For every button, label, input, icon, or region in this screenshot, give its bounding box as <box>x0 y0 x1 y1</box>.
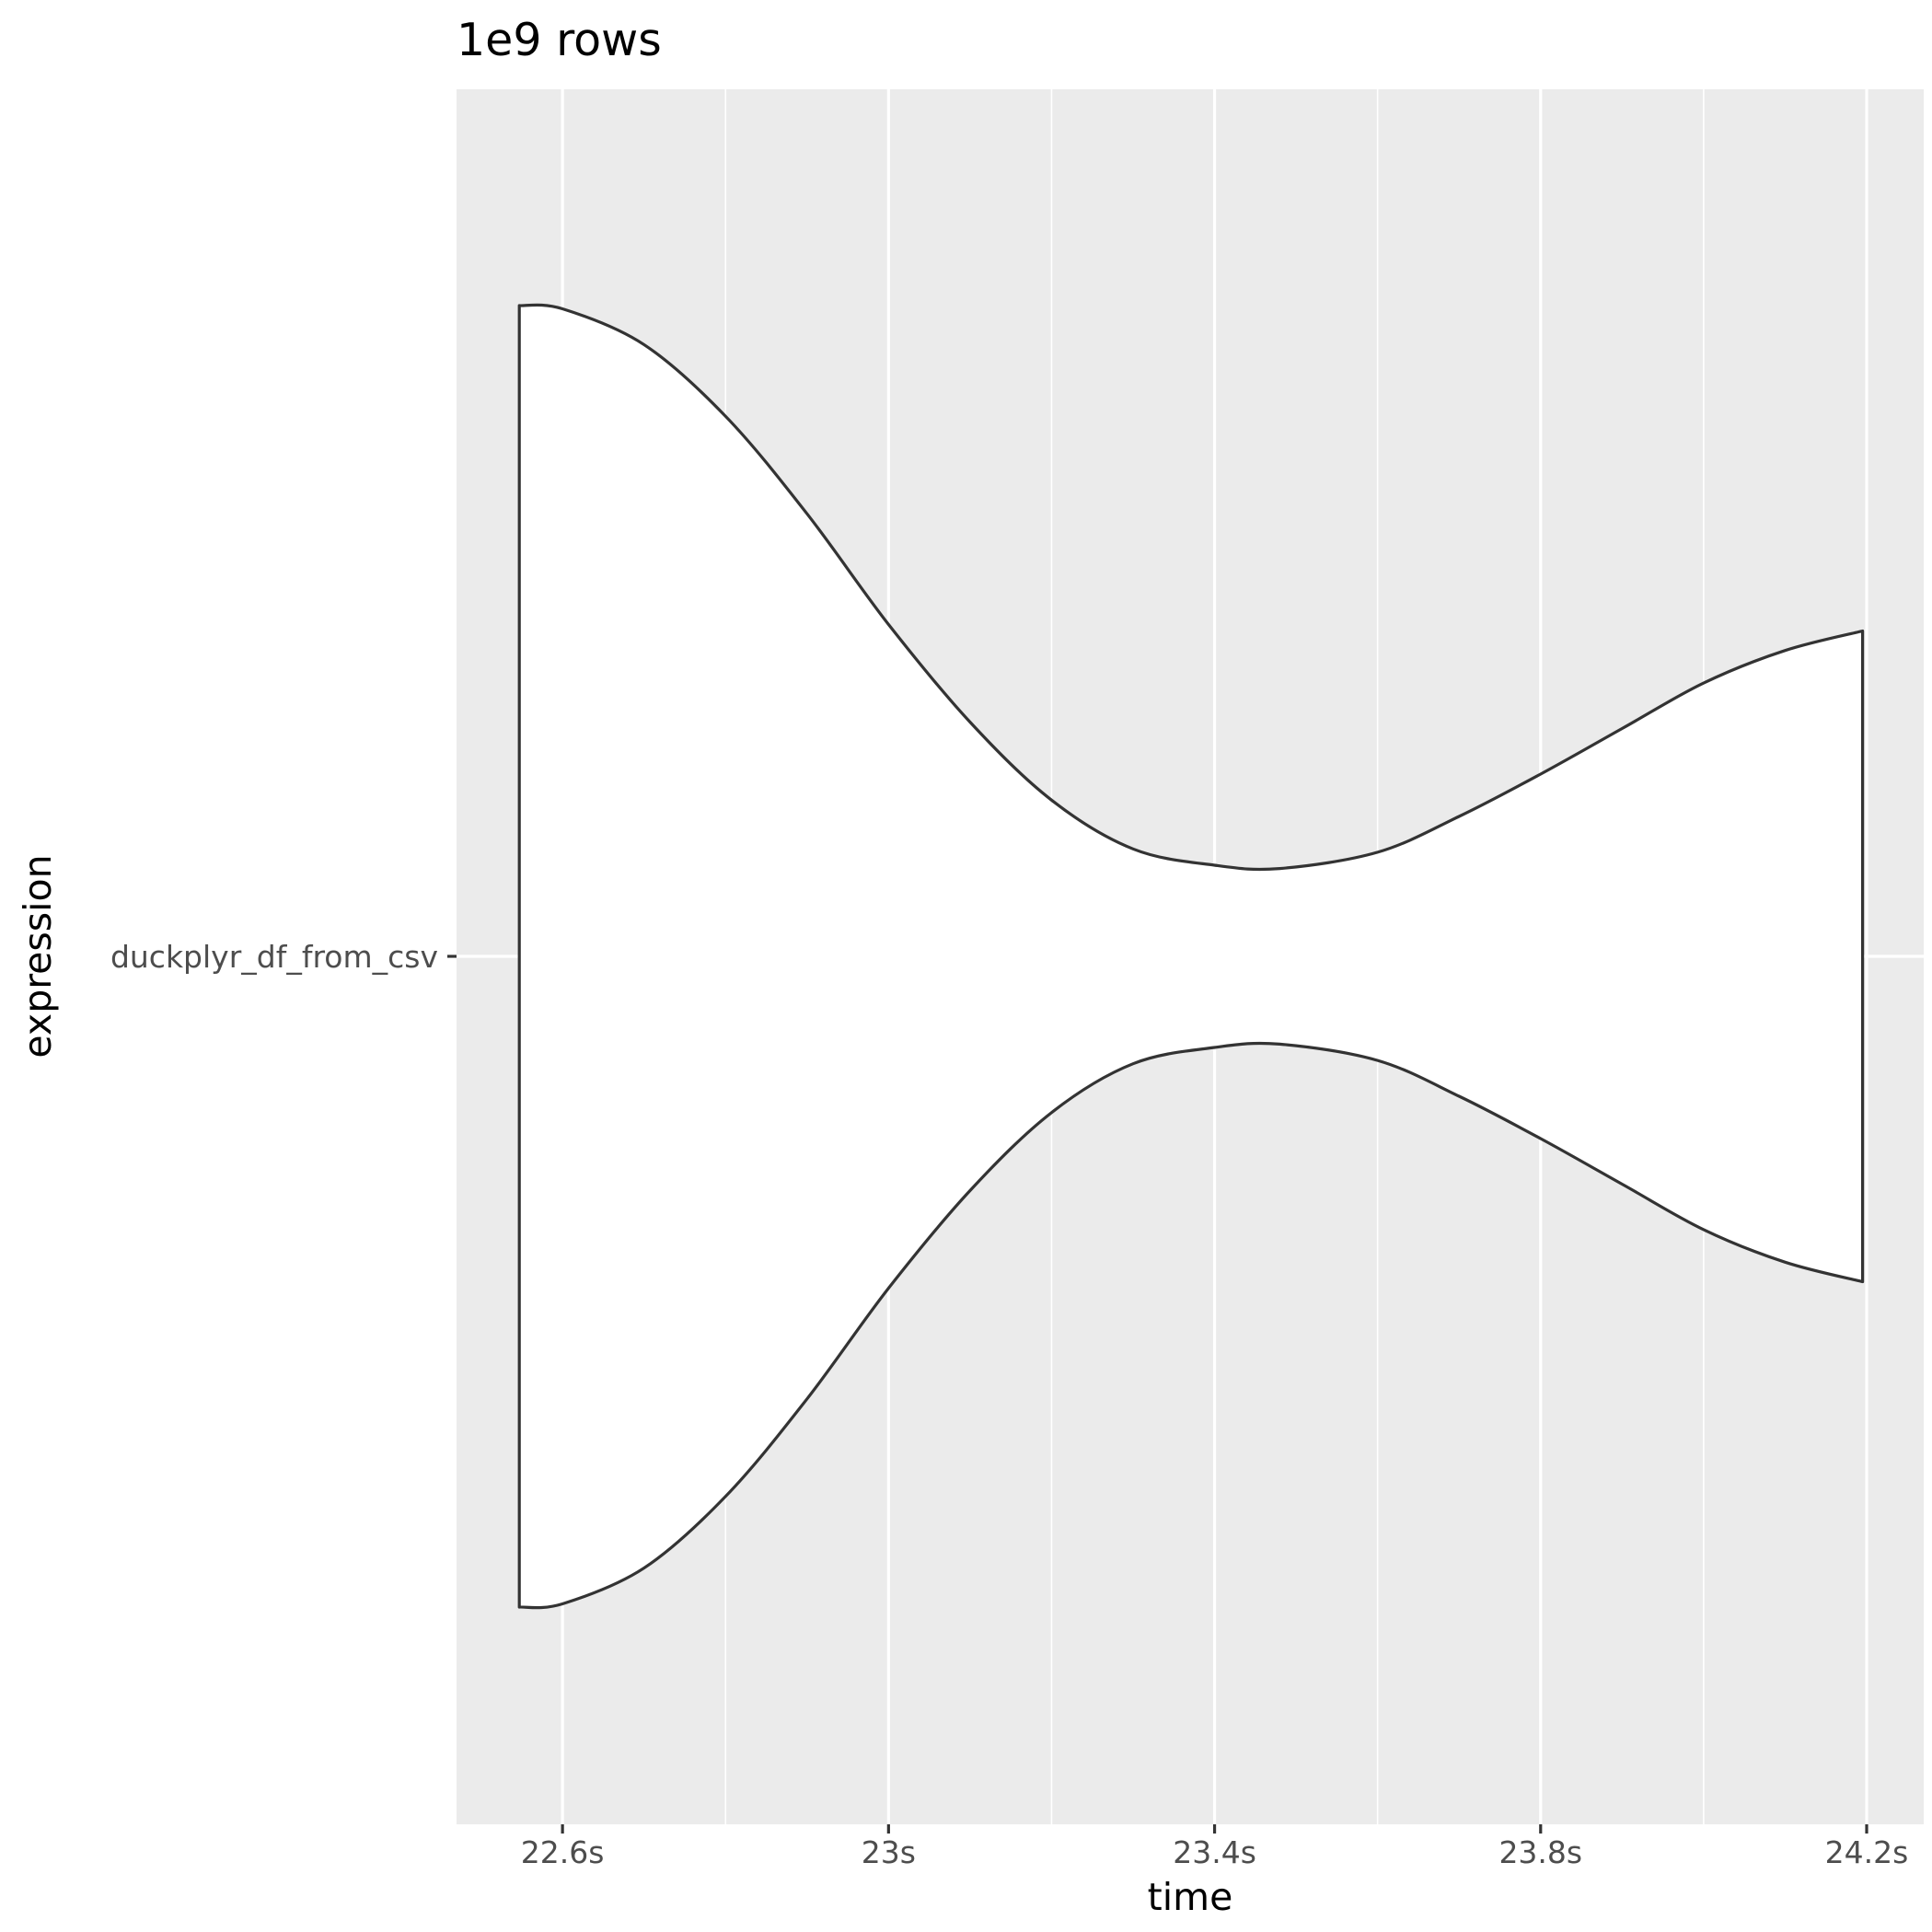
violin-duckplyr_df_from_csv <box>517 303 1865 1610</box>
x-axis-title: time <box>1148 1875 1233 1919</box>
x-tick-label: 23s <box>862 1834 916 1870</box>
violin-layer <box>517 303 1865 1610</box>
y-axis-title: expression <box>16 854 60 1058</box>
x-axis: 22.6s 23s 23.4s 23.8s 24.2s <box>521 1824 1909 1870</box>
x-tick-label: 24.2s <box>1825 1834 1909 1870</box>
chart-title: 1e9 rows <box>457 14 662 66</box>
y-axis: duckplyr_df_from_csv <box>110 939 457 975</box>
y-tick-label: duckplyr_df_from_csv <box>110 939 438 975</box>
x-tick-label: 23.4s <box>1173 1834 1256 1870</box>
x-tick-label: 23.8s <box>1498 1834 1582 1870</box>
x-tick-label: 22.6s <box>521 1834 605 1870</box>
